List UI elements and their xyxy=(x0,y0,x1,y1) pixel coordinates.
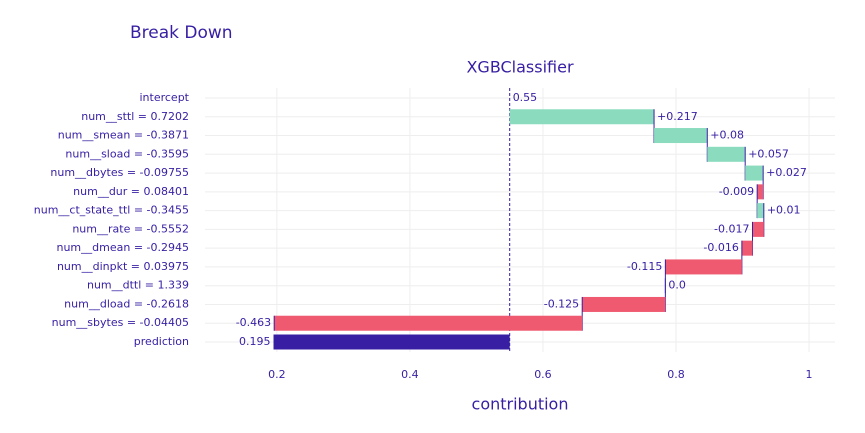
bar xyxy=(582,296,666,312)
value-label: +0.057 xyxy=(748,147,789,160)
y-tick-label: num__dmean = -0.2945 xyxy=(56,241,189,254)
bar xyxy=(654,128,708,144)
y-tick-label: num__dbytes = -0.09755 xyxy=(50,166,189,179)
x-tick-label: 0.8 xyxy=(667,368,685,381)
x-tick-label: 0.2 xyxy=(268,368,286,381)
y-tick-label: num__sbytes = -0.04405 xyxy=(52,316,189,329)
value-label: +0.08 xyxy=(710,129,744,142)
bar xyxy=(757,203,764,219)
value-label: -0.115 xyxy=(627,260,662,273)
y-tick-label: num__ct_state_ttl = -0.3455 xyxy=(34,204,189,217)
bar xyxy=(665,259,742,275)
y-tick-label: prediction xyxy=(134,335,189,348)
x-tick-label: 0.6 xyxy=(534,368,552,381)
bar xyxy=(757,184,764,200)
bar xyxy=(741,240,753,256)
y-tick-label: num__rate = -0.5552 xyxy=(72,222,189,235)
value-label: +0.01 xyxy=(767,204,801,217)
value-label: 0.195 xyxy=(239,335,271,348)
y-tick-label: num__dinpkt = 0.03975 xyxy=(57,260,189,273)
bar xyxy=(509,109,655,125)
y-tick-label: intercept xyxy=(140,91,190,104)
y-tick-label: num__dload = -0.2618 xyxy=(64,297,189,310)
y-tick-label: num__sload = -0.3595 xyxy=(65,147,189,160)
x-tick-label: 1 xyxy=(806,368,813,381)
y-tick-label: num__sttl = 0.7202 xyxy=(81,110,189,123)
value-label: -0.016 xyxy=(703,241,738,254)
value-label: 0.55 xyxy=(513,91,538,104)
bar xyxy=(752,221,764,237)
bar xyxy=(274,315,583,331)
y-tick-label: num__dur = 0.08401 xyxy=(73,185,189,198)
y-tick-label: num__smean = -0.3871 xyxy=(58,129,189,142)
value-label: -0.017 xyxy=(714,222,749,235)
x-axis-label: contribution xyxy=(472,395,569,414)
bar xyxy=(707,146,746,162)
value-label: 0.0 xyxy=(668,279,686,292)
value-label: -0.463 xyxy=(236,316,271,329)
chart-subtitle: XGBClassifier xyxy=(466,58,574,77)
value-label: +0.217 xyxy=(657,110,698,123)
value-label: +0.027 xyxy=(766,166,807,179)
value-label: -0.125 xyxy=(544,297,579,310)
x-tick-label: 0.4 xyxy=(401,368,419,381)
chart-title: Break Down xyxy=(130,23,233,43)
bar xyxy=(273,334,510,350)
y-tick-label: num__dttl = 1.339 xyxy=(87,279,189,292)
value-label: -0.009 xyxy=(719,185,754,198)
bar xyxy=(745,165,764,181)
